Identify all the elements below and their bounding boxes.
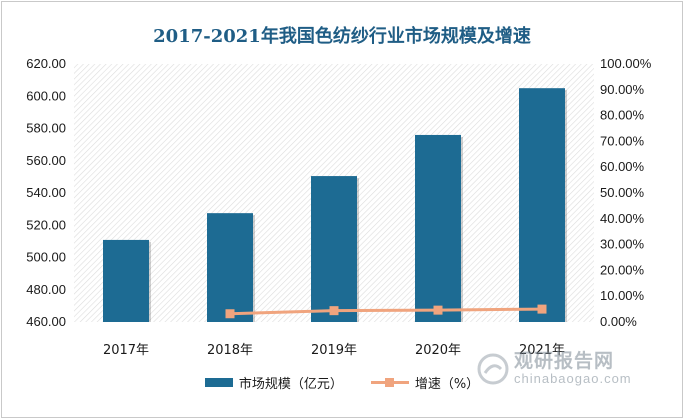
legend-swatch-bar xyxy=(204,377,233,387)
growth-point xyxy=(329,306,339,316)
right-axis: 0.00% 10.00% 20.00% 30.00% 40.00% 50.00% 60.00… xyxy=(600,56,652,329)
left-axis: 460.00 480.00 500.00 520.00 540.00 560.00 580.… xyxy=(26,56,66,329)
left-tick-label: 520.00 xyxy=(26,217,66,232)
left-tick-label: 480.00 xyxy=(26,282,66,297)
right-tick-label: 80.00% xyxy=(600,108,645,123)
growth-point xyxy=(225,309,235,319)
right-tick-label: 100.00% xyxy=(600,56,652,71)
watermark-en: chinabaogao.com xyxy=(514,371,632,387)
bar xyxy=(311,176,357,322)
right-tick-label: 50.00% xyxy=(600,185,645,200)
line-series xyxy=(225,304,547,319)
right-tick-label: 40.00% xyxy=(600,211,645,226)
bar-series xyxy=(103,88,567,322)
growth-point xyxy=(433,305,443,315)
left-tick-label: 500.00 xyxy=(26,250,66,265)
watermark-cn: 观研报告网 xyxy=(514,350,615,373)
category-label: 2021年 xyxy=(519,343,565,358)
watermark-logo-icon xyxy=(477,353,509,385)
legend-label-line: 增速（%） xyxy=(414,376,480,392)
legend-swatch-line xyxy=(370,377,409,387)
bar xyxy=(103,239,149,322)
left-tick-label: 560.00 xyxy=(26,153,66,168)
category-label: 2019年 xyxy=(311,343,357,358)
bar xyxy=(415,134,461,322)
legend-item-bar: 市场规模（亿元） xyxy=(204,373,343,392)
watermark: 观研报告网 chinabaogao.com xyxy=(476,346,676,392)
left-tick-label: 600.00 xyxy=(26,88,66,103)
left-tick-label: 580.00 xyxy=(26,121,66,136)
right-tick-label: 60.00% xyxy=(600,159,645,174)
right-tick-label: 90.00% xyxy=(600,82,645,97)
left-tick-label: 540.00 xyxy=(26,185,66,200)
right-tick-label: 10.00% xyxy=(600,288,645,303)
chart-title: 2017-2021年我国色纺纱行业市场规模及增速 xyxy=(153,26,531,47)
left-tick-label: 460.00 xyxy=(26,314,66,329)
growth-point xyxy=(537,304,547,314)
bar xyxy=(519,88,565,322)
growth-line xyxy=(229,307,543,316)
left-tick-label: 620.00 xyxy=(26,56,66,71)
category-label: 2017年 xyxy=(103,343,149,358)
bar xyxy=(207,213,253,322)
category-label: 2018年 xyxy=(207,343,253,358)
legend-label-bar: 市场规模（亿元） xyxy=(238,376,343,392)
legend-item-line: 增速（%） xyxy=(370,373,480,392)
right-tick-label: 20.00% xyxy=(600,262,645,277)
category-label: 2020年 xyxy=(415,343,461,358)
right-tick-label: 0.00% xyxy=(600,314,637,329)
right-tick-label: 30.00% xyxy=(600,237,645,252)
legend: 市场规模（亿元） 增速（%） xyxy=(0,367,684,397)
x-axis: 2017年 2018年 2019年 2020年 2021年 xyxy=(103,343,565,358)
right-tick-label: 70.00% xyxy=(600,133,645,148)
